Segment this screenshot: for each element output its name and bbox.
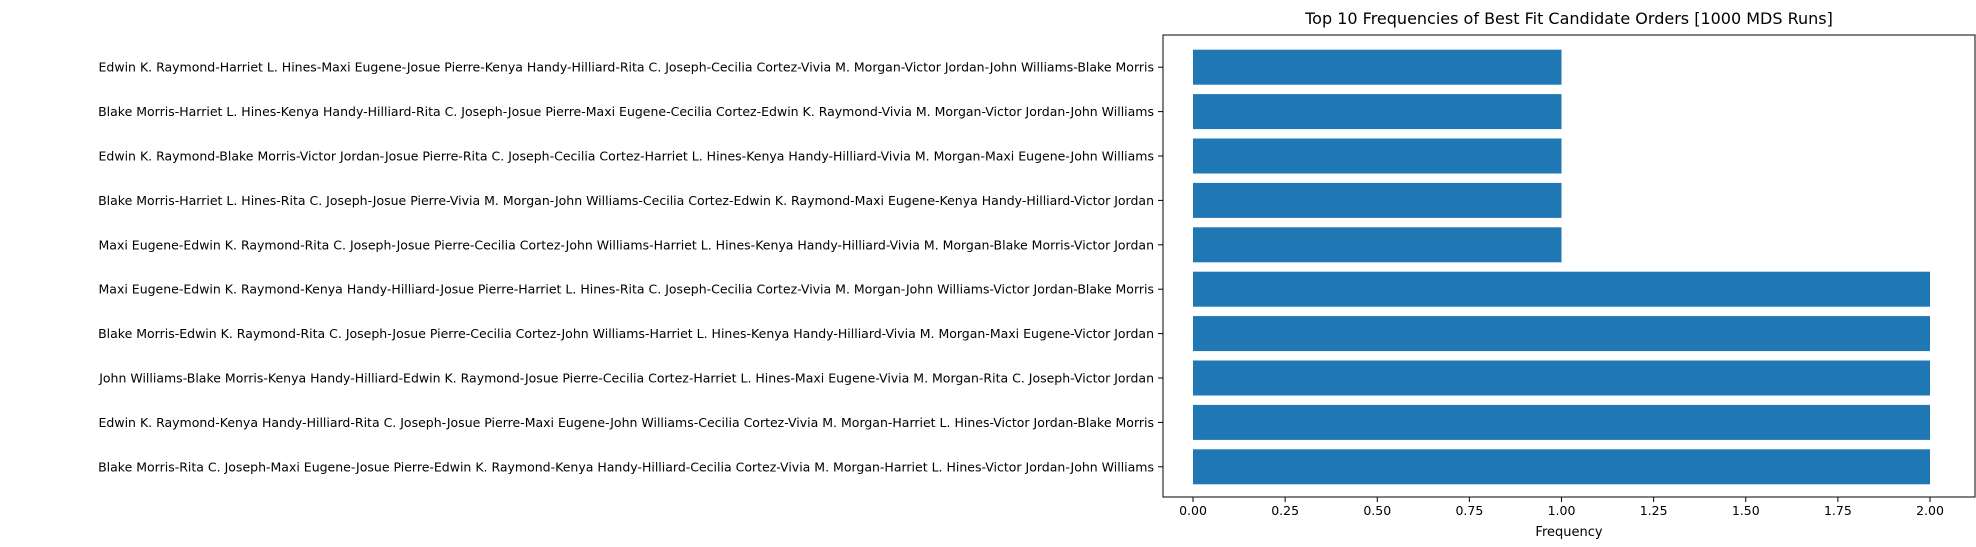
x-tick-label: 0.75	[1455, 503, 1483, 518]
category-label: Edwin K. Raymond-Kenya Handy-Hilliard-Ri…	[99, 415, 1154, 430]
category-label: Maxi Eugene-Edwin K. Raymond-Kenya Handy…	[99, 282, 1154, 297]
category-label: Blake Morris-Harriet L. Hines-Kenya Hand…	[98, 104, 1154, 119]
x-tick-label: 0.50	[1363, 503, 1391, 518]
x-tick-label: 0.00	[1179, 503, 1207, 518]
bar	[1193, 49, 1562, 85]
bar	[1193, 182, 1562, 218]
bar	[1193, 316, 1930, 352]
x-tick-label: 2.00	[1916, 503, 1944, 518]
category-label: Edwin K. Raymond-Harriet L. Hines-Maxi E…	[99, 60, 1154, 75]
category-label: Blake Morris-Rita C. Joseph-Maxi Eugene-…	[98, 459, 1154, 474]
category-label: Edwin K. Raymond-Blake Morris-Victor Jor…	[99, 149, 1154, 164]
x-tick-label: 1.50	[1732, 503, 1760, 518]
x-tick-label: 1.25	[1640, 503, 1668, 518]
bar	[1193, 404, 1930, 440]
x-axis-label: Frequency	[1535, 525, 1602, 540]
bar	[1193, 227, 1562, 263]
x-tick-label: 0.25	[1271, 503, 1299, 518]
bar	[1193, 449, 1930, 485]
category-label: John Williams-Blake Morris-Kenya Handy-H…	[98, 371, 1154, 386]
bar	[1193, 360, 1930, 396]
category-label: Blake Morris-Edwin K. Raymond-Rita C. Jo…	[98, 326, 1154, 341]
bar	[1193, 271, 1930, 307]
bars-group	[1193, 49, 1930, 485]
category-label: Maxi Eugene-Edwin K. Raymond-Rita C. Jos…	[99, 237, 1154, 252]
x-axis: 0.00 0.25 0.50 0.75 1.00 1.25 1.50 1.75 2.00	[1179, 497, 1944, 518]
category-label: Blake Morris-Harriet L. Hines-Rita C. Jo…	[98, 193, 1154, 208]
x-tick-label: 1.00	[1548, 503, 1576, 518]
bar	[1193, 138, 1562, 174]
chart-title: Top 10 Frequencies of Best Fit Candidate…	[1304, 9, 1833, 28]
category-labels-group: Edwin K. Raymond-Harriet L. Hines-Maxi E…	[98, 60, 1163, 474]
bar	[1193, 94, 1562, 130]
plot-frame	[1162, 34, 1976, 498]
x-tick-label: 1.75	[1824, 503, 1852, 518]
